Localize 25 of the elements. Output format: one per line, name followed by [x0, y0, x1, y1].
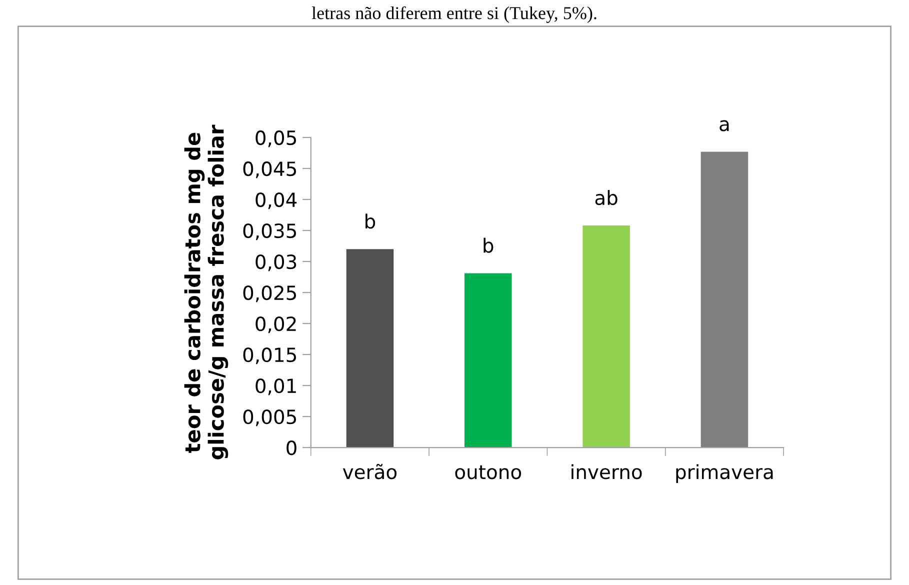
bar — [582, 226, 630, 448]
y-tick-label: 0,05 — [256, 130, 296, 148]
annotation: b — [484, 238, 494, 253]
x-tick-label: primavera — [676, 464, 773, 484]
y-tick-label: 0,015 — [243, 347, 296, 364]
text: letras não diferem entre si (Tukey, 5%). — [312, 6, 596, 23]
x-tick-label: inverno — [572, 464, 642, 480]
annotation: b — [366, 214, 376, 229]
annotation: a — [720, 120, 729, 132]
annotation: ab — [595, 190, 618, 206]
bar — [346, 249, 394, 448]
y-tick-label: 0,02 — [256, 316, 296, 334]
y-tick-label: 0 — [286, 440, 296, 456]
bar — [464, 273, 512, 448]
y-axis-title: teor de carboidratos mg de glicose/g massa fresca foliar — [184, 124, 228, 460]
y-tick-label: 0,035 — [243, 223, 296, 240]
x-tick-label: outono — [455, 465, 522, 480]
bar — [700, 152, 748, 448]
x-tick-label: verão — [342, 464, 397, 480]
y-tick-label: 0,01 — [256, 378, 296, 396]
y-tick-label: 0,04 — [256, 192, 297, 210]
y-tick-label: 0,03 — [256, 254, 296, 272]
y-tick-label: 0,005 — [243, 409, 296, 426]
y-tick-label: 0,025 — [243, 285, 296, 302]
y-tick-label: 0,045 — [243, 161, 296, 178]
